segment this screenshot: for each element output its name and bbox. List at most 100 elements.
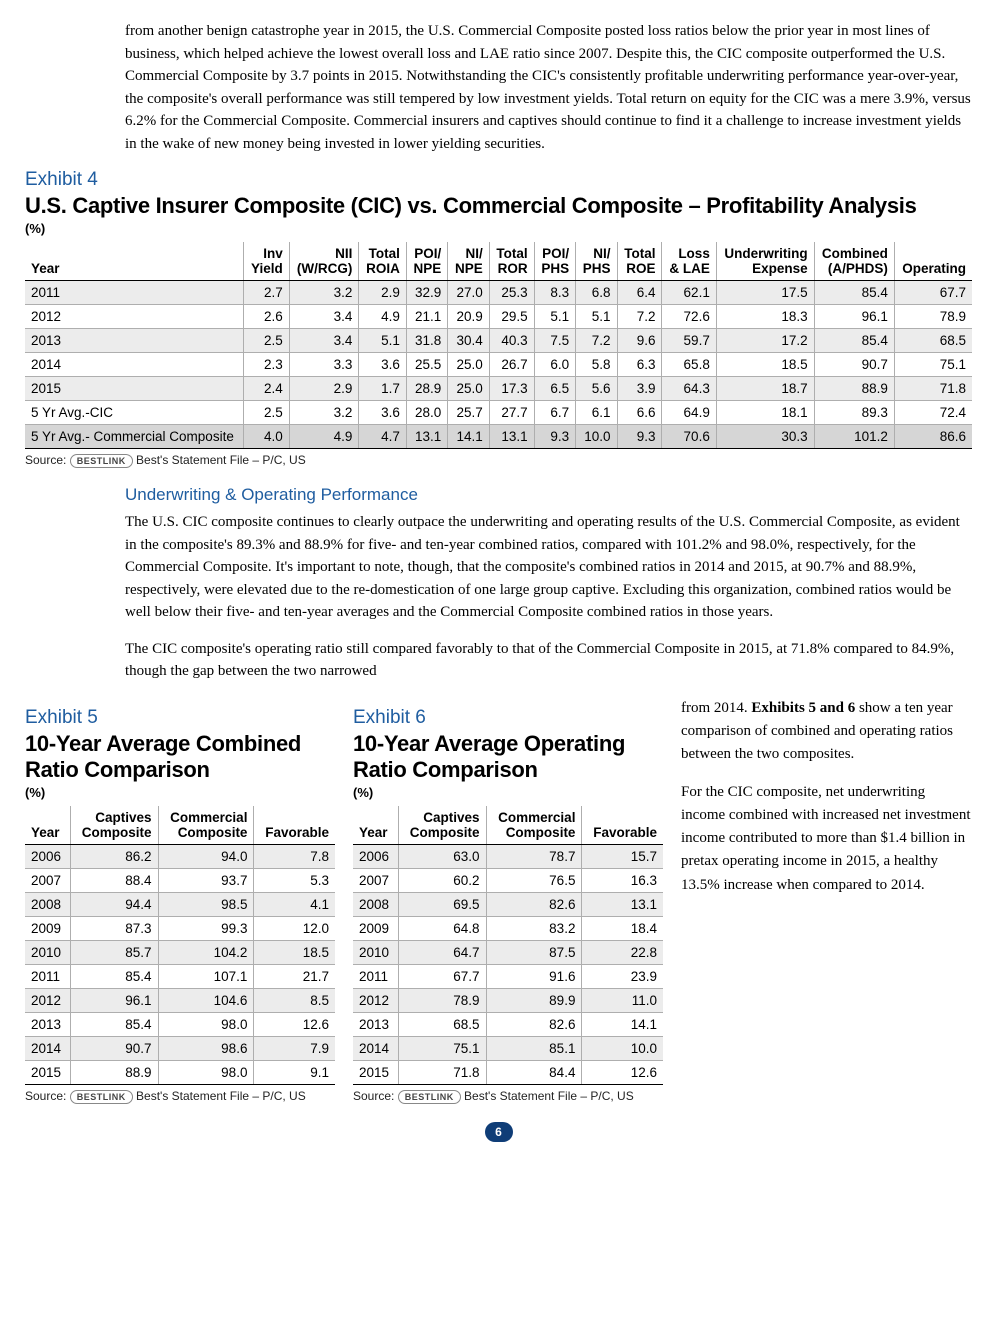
table-cell: 87.5 — [486, 940, 582, 964]
table-cell: 14.1 — [582, 1012, 663, 1036]
table-cell: 6.1 — [576, 401, 617, 425]
table-cell: 12.6 — [254, 1012, 335, 1036]
table-cell: 5.1 — [576, 305, 617, 329]
table-cell: 2011 — [25, 964, 70, 988]
table-cell: 99.3 — [158, 916, 254, 940]
table-cell: 27.7 — [489, 401, 534, 425]
table-cell: 3.6 — [359, 401, 407, 425]
table-cell: 86.6 — [894, 425, 972, 449]
table-cell: 6.0 — [534, 353, 575, 377]
table-cell: 2.6 — [244, 305, 289, 329]
table-cell: 3.4 — [289, 305, 359, 329]
table-cell: 82.6 — [486, 892, 582, 916]
table-row: 20132.53.45.131.830.440.37.57.29.659.717… — [25, 329, 972, 353]
table-cell: 5.1 — [534, 305, 575, 329]
table-row: 200964.883.218.4 — [353, 916, 663, 940]
table-cell: 2.5 — [244, 329, 289, 353]
exhibit5-title: 10-Year Average Combined Ratio Compariso… — [25, 731, 335, 783]
table-row: 201490.798.67.9 — [25, 1036, 335, 1060]
table-row: 201475.185.110.0 — [353, 1036, 663, 1060]
table-cell: 5.8 — [576, 353, 617, 377]
table-cell: 85.4 — [814, 329, 894, 353]
table-cell: 3.2 — [289, 401, 359, 425]
table-cell: 90.7 — [814, 353, 894, 377]
column-header: NI/NPE — [448, 242, 489, 281]
table-cell: 2012 — [25, 305, 244, 329]
table-cell: 3.3 — [289, 353, 359, 377]
table-cell: 85.1 — [486, 1036, 582, 1060]
table-cell: 2013 — [25, 329, 244, 353]
table-cell: 63.0 — [398, 844, 486, 868]
table-cell: 9.3 — [534, 425, 575, 449]
table-cell: 17.2 — [716, 329, 814, 353]
table-cell: 20.9 — [448, 305, 489, 329]
column-header: CaptivesComposite — [398, 806, 486, 845]
table-cell: 2.5 — [244, 401, 289, 425]
table-cell: 12.0 — [254, 916, 335, 940]
table-cell: 10.0 — [582, 1036, 663, 1060]
table-cell: 68.5 — [894, 329, 972, 353]
column-header: UnderwritingExpense — [716, 242, 814, 281]
column-header: TotalROE — [617, 242, 662, 281]
table-cell: 64.3 — [662, 377, 716, 401]
table-cell: 17.3 — [489, 377, 534, 401]
column-header: Favorable — [582, 806, 663, 845]
table-cell: 67.7 — [398, 964, 486, 988]
table-cell: 107.1 — [158, 964, 254, 988]
table-cell: 9.6 — [617, 329, 662, 353]
table-cell: 89.9 — [486, 988, 582, 1012]
table-cell: 64.9 — [662, 401, 716, 425]
right-column-text: from 2014. Exhibits 5 and 6 show a ten y… — [681, 697, 972, 911]
table-cell: 2015 — [25, 377, 244, 401]
exhibit6-label: Exhibit 6 — [353, 707, 663, 729]
table-cell: 2014 — [25, 1036, 70, 1060]
table-cell: 85.4 — [70, 1012, 158, 1036]
exhibit6-source: Source: BESTLINK Best's Statement File –… — [353, 1089, 663, 1104]
table-cell: 2.3 — [244, 353, 289, 377]
table-cell: 16.3 — [582, 868, 663, 892]
table-cell: 3.4 — [289, 329, 359, 353]
table-cell: 88.9 — [814, 377, 894, 401]
column-header: CaptivesComposite — [70, 806, 158, 845]
table-row: 200760.276.516.3 — [353, 868, 663, 892]
column-header: Loss& LAE — [662, 242, 716, 281]
exhibit6-table: YearCaptivesCompositeCommercialComposite… — [353, 806, 663, 1085]
table-cell: 8.5 — [254, 988, 335, 1012]
table-cell: 62.1 — [662, 281, 716, 305]
table-row: 200987.399.312.0 — [25, 916, 335, 940]
table-cell: 101.2 — [814, 425, 894, 449]
table-cell: 64.8 — [398, 916, 486, 940]
table-cell: 6.5 — [534, 377, 575, 401]
table-cell: 85.4 — [814, 281, 894, 305]
table-cell: 13.1 — [406, 425, 447, 449]
table-cell: 7.2 — [617, 305, 662, 329]
table-cell: 3.2 — [289, 281, 359, 305]
table-cell: 69.5 — [398, 892, 486, 916]
table-cell: 2014 — [25, 353, 244, 377]
column-header: POI/PHS — [534, 242, 575, 281]
column-header: InvYield — [244, 242, 289, 281]
table-cell: 5 Yr Avg.- Commercial Composite — [25, 425, 244, 449]
table-cell: 6.6 — [617, 401, 662, 425]
table-cell: 13.1 — [582, 892, 663, 916]
table-row: 20152.42.91.728.925.017.36.55.63.964.318… — [25, 377, 972, 401]
table-cell: 18.4 — [582, 916, 663, 940]
table-cell: 2.4 — [244, 377, 289, 401]
table-row: 200869.582.613.1 — [353, 892, 663, 916]
table-cell: 2014 — [353, 1036, 398, 1060]
column-header: Favorable — [254, 806, 335, 845]
exhibit4-title: U.S. Captive Insurer Composite (CIC) vs.… — [25, 193, 972, 219]
column-header: NI/PHS — [576, 242, 617, 281]
paragraph-2: The U.S. CIC composite continues to clea… — [125, 511, 972, 624]
paragraph-3: The CIC composite's operating ratio stil… — [125, 638, 972, 683]
table-cell: 96.1 — [70, 988, 158, 1012]
table-row: 201167.791.623.9 — [353, 964, 663, 988]
table-row: 5 Yr Avg.-CIC2.53.23.628.025.727.76.76.1… — [25, 401, 972, 425]
exhibit4-unit: (%) — [25, 221, 972, 236]
table-cell: 89.3 — [814, 401, 894, 425]
table-cell: 98.5 — [158, 892, 254, 916]
column-header: CommercialComposite — [486, 806, 582, 845]
table-cell: 5.6 — [576, 377, 617, 401]
table-cell: 6.8 — [576, 281, 617, 305]
table-cell: 2011 — [25, 281, 244, 305]
